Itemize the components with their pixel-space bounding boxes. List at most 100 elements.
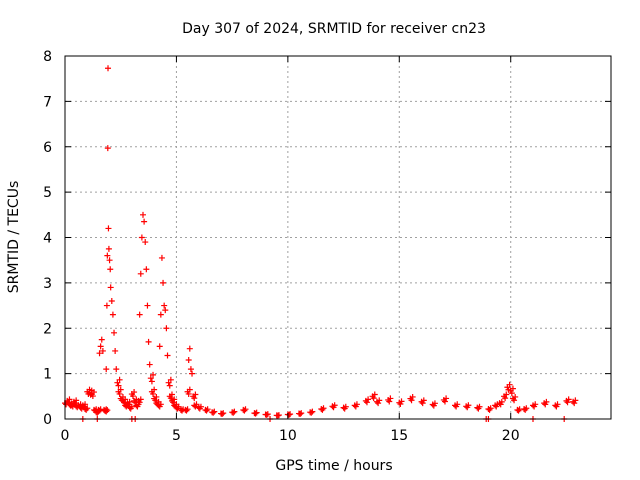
data-point [163,325,170,332]
data-point [105,245,112,252]
data-point [167,395,174,402]
data-point [73,397,80,404]
data-point [320,405,327,412]
data-point [162,307,169,314]
data-point [161,302,168,309]
data-point [511,397,518,404]
data-point [160,279,167,286]
data-point [376,397,383,404]
data-point [408,397,415,404]
data-point [183,407,190,414]
data-point [498,398,505,405]
data-point [454,401,461,408]
data-point [137,396,144,403]
data-point [220,410,227,417]
data-point [166,382,173,389]
data-point [140,211,146,218]
data-point [164,352,171,359]
data-point [97,406,104,413]
data-point [103,302,110,309]
data-point [253,409,260,416]
data-point [108,298,115,305]
data-point [84,405,91,412]
y-tick-label: 8 [43,49,52,65]
data-point [126,398,133,405]
data-point [503,391,510,398]
data-point [167,376,174,383]
y-tick-label: 1 [43,367,52,383]
data-point [252,410,259,417]
data-point [230,409,237,416]
data-point [90,389,97,396]
data-point [386,398,393,405]
chart-title: Day 307 of 2024, SRMTID for receiver cn2… [182,21,486,37]
data-point [121,399,128,406]
data-point [66,396,73,403]
data-point [104,407,111,414]
y-tick-label: 3 [43,276,52,292]
data-point [129,393,136,400]
data-point [371,391,378,398]
x-tick-label: 15 [390,428,408,444]
data-point [109,311,116,318]
data-point [298,410,305,417]
data-point [515,407,522,414]
data-points [62,65,579,422]
data-point [171,396,178,403]
data-point [156,343,163,350]
data-point [211,408,218,415]
data-point [98,336,105,343]
data-point [370,395,377,402]
data-point [136,399,143,406]
data-point [186,345,193,352]
data-point [157,311,164,318]
data-point [192,391,199,398]
data-point [103,366,110,373]
data-point [116,390,123,397]
data-point [157,401,164,408]
data-point [564,399,571,406]
data-point [111,329,118,336]
data-point [409,393,416,400]
y-tick-label: 0 [43,412,52,428]
data-point [138,234,145,241]
data-point [523,405,530,412]
data-point [151,386,158,393]
data-point [242,406,249,413]
data-point [137,270,144,277]
data-point [398,398,405,405]
data-point [99,347,106,354]
data-point [219,410,226,417]
data-point [158,254,165,261]
data-point [147,375,154,382]
data-point [512,393,519,400]
y-tick-label: 5 [43,185,52,201]
y-axis-label: SRMTID / TECUs [6,181,22,294]
data-point [342,403,349,410]
x-tick-label: 20 [502,428,520,444]
data-point [112,347,119,354]
data-point [203,407,210,414]
data-point [89,393,96,400]
data-point [187,366,194,373]
y-tick-label: 2 [43,321,52,337]
data-point [104,145,111,152]
data-point [186,386,193,393]
data-point [363,399,370,406]
data-point [97,343,104,350]
data-point [543,398,550,405]
data-point [308,409,315,416]
data-point [107,284,114,291]
y-tick-label: 6 [43,140,52,156]
data-point [142,239,149,246]
data-point [353,401,360,408]
data-point [145,338,152,345]
data-point [184,406,191,413]
data-point [107,266,114,273]
data-point [285,411,292,418]
x-tick-label: 10 [279,428,297,444]
grid-lines [65,56,611,419]
data-point [397,400,404,407]
x-tick-label: 0 [61,428,70,444]
data-point [191,395,198,402]
